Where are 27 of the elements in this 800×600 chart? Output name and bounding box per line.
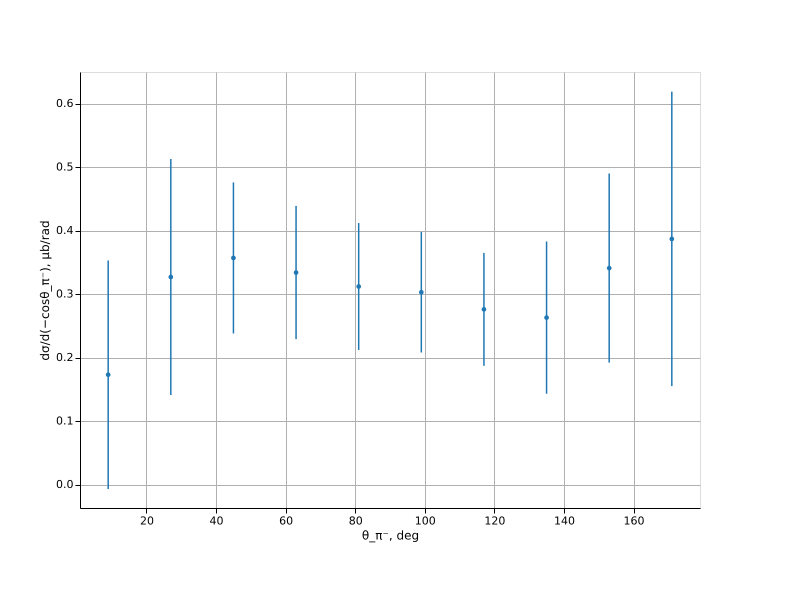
y-tick-label: 0.0 bbox=[56, 478, 74, 492]
x-tick-label: 160 bbox=[624, 514, 645, 528]
y-tick-label: 0.5 bbox=[56, 160, 74, 174]
point bbox=[294, 270, 298, 275]
y-tick-label: 0.1 bbox=[56, 414, 74, 428]
x-tick-label: 80 bbox=[348, 514, 363, 528]
x-tick-label: 60 bbox=[279, 514, 294, 528]
point bbox=[544, 315, 549, 320]
y-axis-title: dσ/d(−cosθ_π⁻), μb/rad bbox=[38, 220, 52, 361]
x-tick-label: 120 bbox=[484, 514, 506, 528]
point bbox=[669, 236, 674, 242]
point bbox=[106, 372, 111, 378]
point bbox=[606, 266, 612, 270]
y-tick-label: 0.2 bbox=[56, 351, 74, 364]
x-tick-label: 100 bbox=[414, 514, 436, 528]
point bbox=[482, 307, 486, 312]
point bbox=[418, 290, 424, 295]
y-tick-label: 0.4 bbox=[56, 224, 74, 238]
y-tick-label: 0.3 bbox=[56, 288, 74, 301]
point bbox=[356, 284, 362, 289]
point bbox=[231, 256, 236, 260]
x-tick-label: 40 bbox=[210, 514, 224, 528]
point bbox=[168, 274, 174, 280]
x-axis-title: θ_π⁻, deg bbox=[362, 528, 420, 542]
x-tick-label: 20 bbox=[140, 514, 154, 528]
y-tick-label: 0.6 bbox=[56, 97, 74, 110]
x-tick-label: 140 bbox=[554, 514, 575, 528]
